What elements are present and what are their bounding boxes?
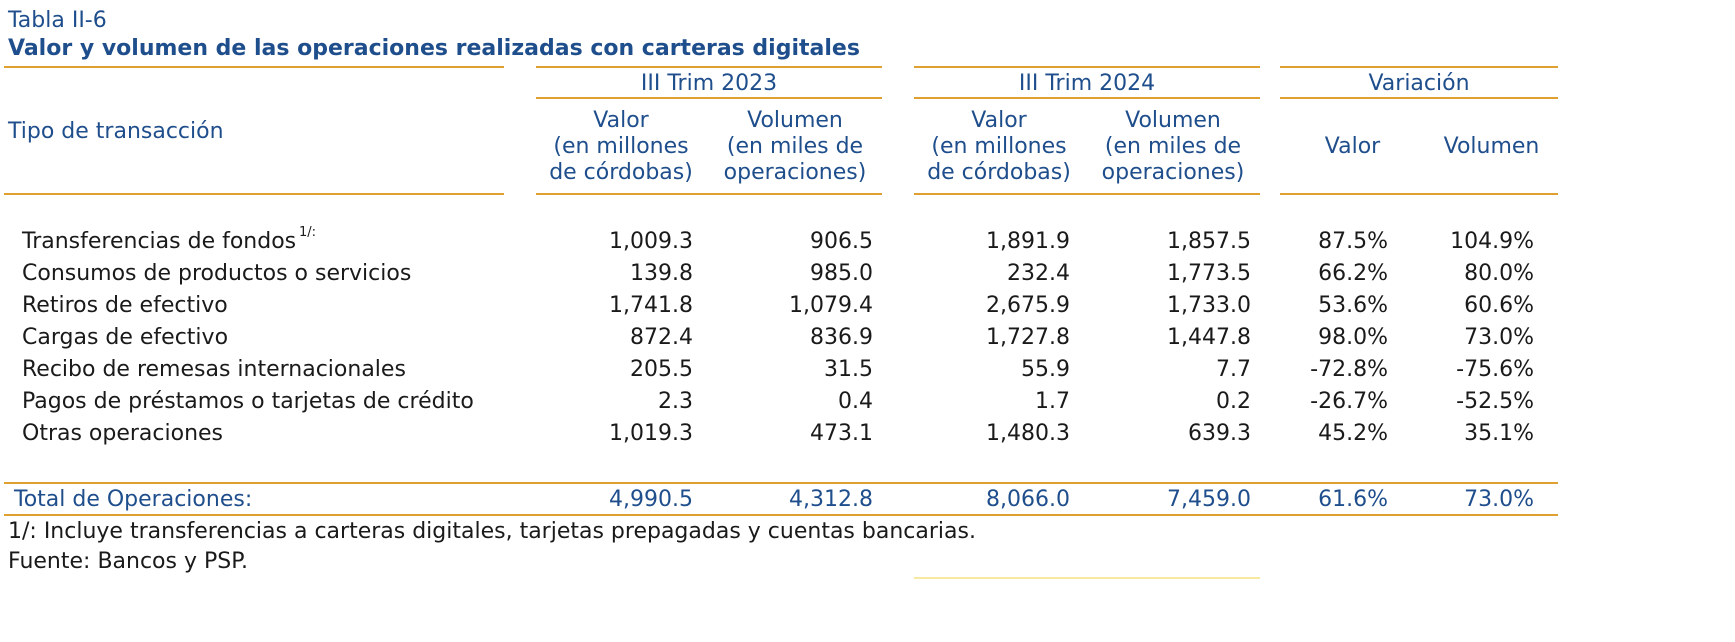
cell-dv: 66.2% <box>1318 261 1388 286</box>
subheader-volumen-2024: Volumen (en miles de operaciones) <box>1101 108 1245 185</box>
rule-total-bottom <box>4 514 1558 516</box>
subheader-var-valor: Valor <box>1324 134 1381 159</box>
subheader-var-volumen: Volumen <box>1443 134 1540 159</box>
cell-dq: 80.0% <box>1464 261 1534 286</box>
cell-v24: 55.9 <box>1021 357 1070 382</box>
cell-v24: 1,480.3 <box>986 421 1070 446</box>
cell-v24: 1.7 <box>1035 389 1070 414</box>
cell-dq: 60.6% <box>1464 293 1534 318</box>
cell-v24: 1,727.8 <box>986 325 1070 350</box>
subheader-valor-2023: Valor (en millones de córdobas) <box>549 108 693 185</box>
cell-v23: 1,741.8 <box>609 293 693 318</box>
cell-v23: 139.8 <box>630 261 693 286</box>
total-label: Total de Operaciones: <box>14 487 253 512</box>
row-label: Otras operaciones <box>22 421 224 446</box>
group-header-2024: III Trim 2024 <box>1018 71 1156 96</box>
cell-q24: 1,773.5 <box>1167 261 1251 286</box>
row-label: Pagos de préstamos o tarjetas de crédito <box>22 389 474 414</box>
footnote-marker: 1/: <box>299 225 317 240</box>
cell-q23: 0.4 <box>838 389 873 414</box>
cell-dv: 45.2% <box>1318 421 1388 446</box>
total-v23: 4,990.5 <box>609 487 693 512</box>
total-dv: 61.6% <box>1318 487 1388 512</box>
cell-q24: 7.7 <box>1216 357 1251 382</box>
cell-v24: 1,891.9 <box>986 229 1070 254</box>
rule-top-left <box>4 66 504 68</box>
cell-dv: 53.6% <box>1318 293 1388 318</box>
cell-q23: 836.9 <box>810 325 873 350</box>
cell-q23: 1,079.4 <box>789 293 873 318</box>
cell-q24: 0.2 <box>1216 389 1251 414</box>
rule-group-2024 <box>914 97 1260 99</box>
rule-head-2023 <box>536 193 882 195</box>
total-dq: 73.0% <box>1464 487 1534 512</box>
rule-top-2023 <box>536 66 882 68</box>
cell-dq: 73.0% <box>1464 325 1534 350</box>
cell-q24: 1,857.5 <box>1167 229 1251 254</box>
cell-dq: 104.9% <box>1450 229 1534 254</box>
cell-dv: 87.5% <box>1318 229 1388 254</box>
row-label: Transferencias de fondos <box>22 229 297 254</box>
rule-group-variation <box>1280 97 1558 99</box>
cell-q24: 1,733.0 <box>1167 293 1251 318</box>
cell-q24: 639.3 <box>1188 421 1251 446</box>
cell-v23: 1,019.3 <box>609 421 693 446</box>
cell-q23: 31.5 <box>824 357 873 382</box>
group-header-2023: III Trim 2023 <box>640 71 778 96</box>
footnote: 1/: Incluye transferencias a carteras di… <box>8 519 976 544</box>
group-header-variation: Variación <box>1368 71 1470 96</box>
cell-dq: -75.6% <box>1456 357 1534 382</box>
table-label: Tabla II-6 <box>8 8 107 33</box>
cell-v23: 1,009.3 <box>609 229 693 254</box>
row-label: Recibo de remesas internacionales <box>22 357 406 382</box>
cell-q23: 906.5 <box>810 229 873 254</box>
rule-top-variation <box>1280 66 1558 68</box>
cell-dv: 98.0% <box>1318 325 1388 350</box>
cell-q24: 1,447.8 <box>1167 325 1251 350</box>
cell-dv: -26.7% <box>1310 389 1388 414</box>
cell-v23: 872.4 <box>630 325 693 350</box>
subheader-valor-2024: Valor (en millones de córdobas) <box>927 108 1071 185</box>
rule-head-left <box>4 193 504 195</box>
cell-v24: 2,675.9 <box>986 293 1070 318</box>
row-header: Tipo de transacción <box>8 119 224 144</box>
rule-top-2024 <box>914 66 1260 68</box>
rule-group-2023 <box>536 97 882 99</box>
total-q24: 7,459.0 <box>1167 487 1251 512</box>
cell-dq: -52.5% <box>1456 389 1534 414</box>
row-label: Consumos de productos o servicios <box>22 261 412 286</box>
cell-q23: 985.0 <box>810 261 873 286</box>
cell-v24: 232.4 <box>1007 261 1070 286</box>
rule-head-variation <box>1280 193 1558 195</box>
cell-dq: 35.1% <box>1464 421 1534 446</box>
cell-v23: 205.5 <box>630 357 693 382</box>
row-label: Cargas de efectivo <box>22 325 229 350</box>
rule-total-top <box>4 482 1558 484</box>
total-v24: 8,066.0 <box>986 487 1070 512</box>
total-q23: 4,312.8 <box>789 487 873 512</box>
subheader-volumen-2023: Volumen (en miles de operaciones) <box>723 108 867 185</box>
cell-v23: 2.3 <box>658 389 693 414</box>
table-title: Valor y volumen de las operaciones reali… <box>8 36 860 61</box>
rule-head-2024 <box>914 193 1260 195</box>
cell-dv: -72.8% <box>1310 357 1388 382</box>
row-label: Retiros de efectivo <box>22 293 228 318</box>
source-note: Fuente: Bancos y PSP. <box>8 549 249 574</box>
decorative-rule <box>914 577 1260 579</box>
cell-q23: 473.1 <box>810 421 873 446</box>
